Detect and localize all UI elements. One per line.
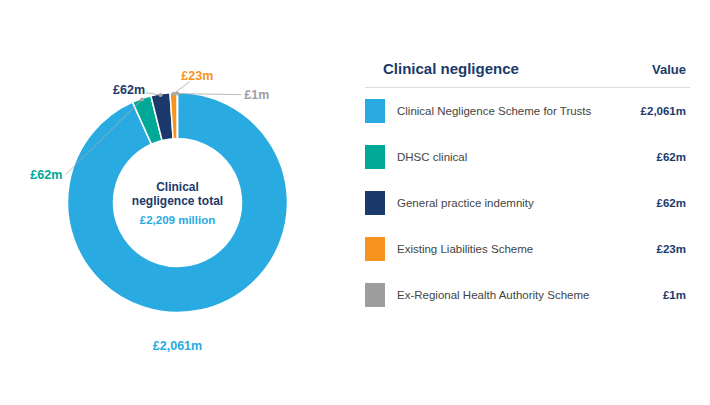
html-text:General practice indemnity: General practice indemnity [397,197,534,209]
html-text:£2,061m: £2,061m [640,105,686,117]
svg-text:£62m: £62m [113,83,145,97]
html-text:£1m: £1m [663,289,686,301]
html-text:£62m: £62m [656,151,686,163]
html-text:Clinical negligence: Clinical negligence [383,60,519,77]
html-text:Clinical Negligence Scheme for: Clinical Negligence Scheme for Trusts [397,105,592,117]
html-text:negligence total: negligence total [131,193,224,208]
svg-text:£2,061m: £2,061m [153,339,202,353]
html-text:Clinical: Clinical [156,179,199,194]
html-text:£62m: £62m [656,197,686,209]
html-text:Ex-Regional Health Authority S: Ex-Regional Health Authority Scheme [397,289,590,301]
html-text:DHSC clinical: DHSC clinical [397,151,468,163]
html-text:£23m: £23m [656,243,686,255]
html-text:Value: Value [652,62,686,77]
html-text:£2,209 million: £2,209 million [139,213,216,226]
svg-text:£1m: £1m [244,88,269,102]
svg-text:£23m: £23m [181,69,213,83]
svg-text:£62m: £62m [30,168,62,182]
html-text:Existing Liabilities Scheme: Existing Liabilities Scheme [397,243,534,255]
